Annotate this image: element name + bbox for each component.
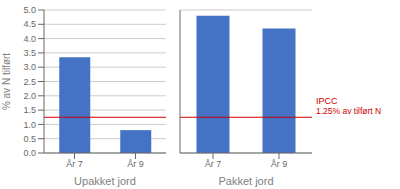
svg-text:% av N tilført: % av N tilført	[8, 53, 12, 110]
svg-text:5.0: 5.0	[23, 5, 36, 15]
svg-text:0.5: 0.5	[23, 134, 36, 144]
svg-text:Pakket jord: Pakket jord	[218, 175, 273, 187]
svg-text:IPCC: IPCC	[316, 96, 338, 106]
svg-text:År 7: År 7	[66, 159, 83, 169]
svg-text:1.25% av tilført N: 1.25% av tilført N	[316, 106, 381, 116]
svg-text:År 7: År 7	[205, 159, 222, 169]
svg-text:År 9: År 9	[127, 159, 144, 169]
svg-text:År 9: År 9	[271, 159, 288, 169]
svg-text:Upakket jord: Upakket jord	[74, 175, 136, 187]
svg-text:1.5: 1.5	[23, 105, 36, 115]
svg-text:4.0: 4.0	[23, 34, 36, 44]
svg-text:4.5: 4.5	[23, 19, 36, 29]
svg-text:0.0: 0.0	[23, 148, 36, 158]
svg-text:3.0: 3.0	[23, 62, 36, 72]
svg-text:3.5: 3.5	[23, 48, 36, 58]
svg-text:1.0: 1.0	[23, 120, 36, 130]
svg-text:2.0: 2.0	[23, 91, 36, 101]
svg-text:2.5: 2.5	[23, 77, 36, 87]
